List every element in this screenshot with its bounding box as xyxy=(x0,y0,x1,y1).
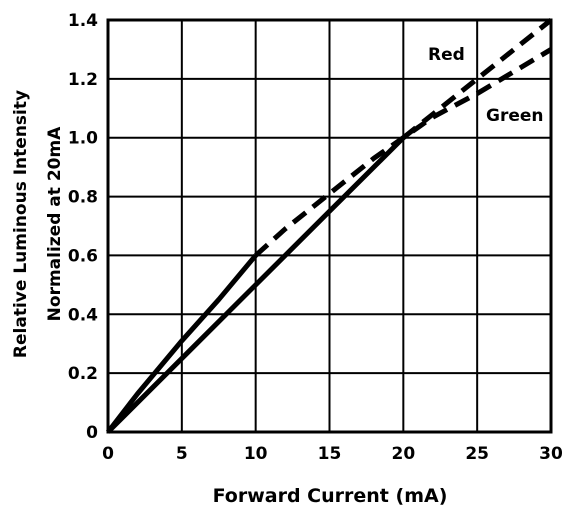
y-axis-label-line-1: Relative Luminous Intensity xyxy=(11,90,31,358)
y-tick-label: 1.2 xyxy=(68,70,98,90)
x-tick-label: 10 xyxy=(244,444,268,464)
x-tick-label: 5 xyxy=(176,444,188,464)
series-line-green-solid xyxy=(106,253,258,434)
x-tick-label: 30 xyxy=(539,444,563,464)
y-axis-label-line-2: Normalized at 20mA xyxy=(45,126,65,322)
x-tick-label: 20 xyxy=(391,444,415,464)
series-label-red: Red xyxy=(428,45,465,65)
series-label-green: Green xyxy=(486,106,544,126)
x-tick-label: 15 xyxy=(318,444,342,464)
y-tick-label: 0.4 xyxy=(68,305,98,325)
x-tick-labels: 0 5 10 15 20 25 30 xyxy=(102,444,563,464)
series-lines xyxy=(106,18,553,434)
x-tick-label: 0 xyxy=(102,444,114,464)
y-tick-label: 0 xyxy=(86,423,98,443)
series-line-red-dashed xyxy=(401,18,553,140)
plot-frame xyxy=(106,18,553,434)
y-tick-label: 1.0 xyxy=(68,129,98,149)
y-tick-labels: 0 0.2 0.4 0.6 0.8 1.0 1.2 1.4 xyxy=(68,11,98,443)
y-tick-label: 0.6 xyxy=(68,246,98,266)
x-tick-label: 25 xyxy=(465,444,489,464)
series-line-green-dashed xyxy=(253,47,553,258)
grid-lines xyxy=(108,20,551,432)
y-tick-label: 1.4 xyxy=(68,11,98,31)
y-tick-label: 0.2 xyxy=(68,364,98,384)
x-axis-label: Forward Current (mA) xyxy=(213,485,448,507)
y-tick-label: 0.8 xyxy=(68,188,98,208)
series-line-red-solid xyxy=(106,135,406,434)
